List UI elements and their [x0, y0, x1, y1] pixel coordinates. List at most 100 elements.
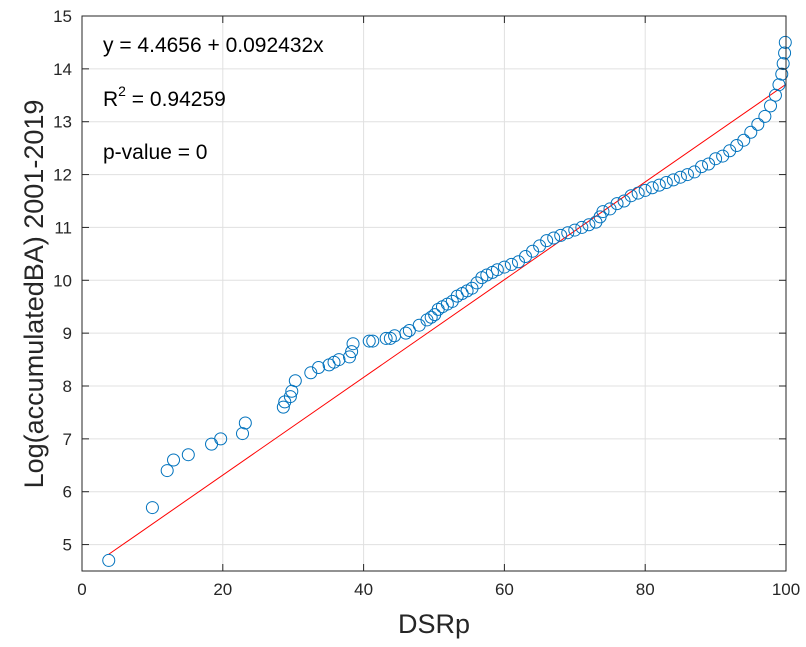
data-point — [399, 326, 413, 340]
data-point — [666, 173, 680, 187]
y-tick-label: 5 — [63, 536, 72, 555]
data-point — [238, 416, 252, 430]
data-point — [751, 117, 765, 131]
data-point — [575, 220, 589, 234]
data-point — [561, 226, 575, 240]
data-point — [332, 353, 346, 367]
data-point — [568, 223, 582, 237]
data-point — [778, 46, 792, 60]
data-point — [778, 35, 792, 49]
data-point — [511, 255, 525, 269]
data-points — [102, 35, 792, 567]
data-point — [379, 331, 393, 345]
data-point — [312, 361, 326, 374]
data-point — [709, 152, 723, 166]
data-point — [638, 183, 652, 197]
y-tick-label: 9 — [63, 324, 72, 343]
data-point — [214, 432, 228, 446]
data-point — [526, 244, 540, 258]
r-squared-value: = 0.94259 — [126, 88, 226, 111]
data-point — [445, 294, 459, 308]
data-point — [744, 125, 758, 139]
y-tick-label: 8 — [63, 377, 72, 396]
data-point — [776, 57, 790, 71]
data-point — [490, 263, 504, 277]
data-point — [533, 239, 547, 253]
x-tick-label: 40 — [354, 580, 373, 599]
data-point — [402, 324, 416, 337]
fit-line-layer — [108, 83, 787, 555]
x-tick-label: 0 — [77, 580, 86, 599]
data-point — [547, 231, 561, 245]
x-tick-label: 80 — [636, 580, 655, 599]
data-point — [540, 234, 554, 248]
y-tick-label: 11 — [54, 218, 72, 237]
data-point — [737, 133, 751, 147]
data-point — [716, 149, 730, 163]
data-point — [652, 178, 666, 192]
data-point — [167, 453, 181, 467]
y-tick-label: 10 — [53, 271, 72, 290]
y-tick-label: 7 — [63, 430, 72, 449]
data-point — [645, 181, 659, 195]
y-tick-label: 6 — [63, 483, 72, 502]
data-point — [695, 160, 709, 174]
data-point — [775, 67, 789, 81]
data-point — [497, 260, 511, 274]
y-tick-label: 12 — [53, 166, 72, 185]
data-point — [631, 186, 645, 200]
data-point — [772, 78, 786, 92]
x-axis-label: DSRp — [398, 609, 470, 639]
data-point — [730, 139, 744, 152]
y-axis-label: Log(accumulatedBA) 2001-2019 — [19, 100, 49, 489]
data-point — [659, 176, 673, 189]
p-value: p-value = 0 — [103, 141, 208, 164]
data-point — [673, 170, 687, 184]
data-point — [504, 257, 518, 271]
ticks: 0 20 40 60 80 100 5 6 7 8 9 10 11 12 13 14 15 — [53, 7, 800, 599]
data-point — [465, 281, 479, 295]
data-point — [470, 276, 484, 290]
data-point — [145, 501, 159, 515]
data-point — [276, 400, 290, 414]
y-tick-label: 15 — [53, 7, 72, 26]
data-point — [160, 464, 174, 478]
data-point — [288, 374, 302, 388]
data-point — [687, 165, 701, 179]
y-tick-label: 13 — [53, 113, 72, 132]
data-point — [181, 448, 195, 462]
data-point — [283, 390, 297, 404]
data-point — [554, 228, 568, 242]
plot-area — [82, 16, 786, 571]
data-point — [596, 205, 610, 219]
fit-equation: y = 4.4656 + 0.092432x — [103, 34, 324, 57]
x-tick-label: 100 — [772, 580, 800, 599]
y-tick-label: 14 — [53, 60, 72, 79]
data-point — [582, 218, 596, 232]
data-point — [362, 334, 376, 348]
data-point — [723, 144, 737, 158]
x-tick-label: 20 — [213, 580, 232, 599]
r-squared-prefix: R — [103, 88, 118, 111]
r-squared: R2 = 0.94259 — [103, 83, 226, 111]
data-point — [480, 268, 494, 282]
x-tick-label: 60 — [495, 580, 514, 599]
data-point — [383, 331, 397, 345]
data-point — [680, 168, 694, 182]
fit-line — [108, 83, 787, 555]
plot-frame — [81, 15, 787, 572]
data-point — [702, 157, 716, 171]
data-point — [236, 427, 250, 441]
data-point — [102, 553, 116, 567]
data-point — [519, 250, 533, 263]
data-point — [617, 194, 631, 208]
data-point — [345, 345, 359, 359]
data-point — [346, 337, 360, 351]
data-point — [764, 99, 778, 113]
data-point — [610, 197, 624, 211]
data-point — [343, 350, 357, 364]
data-point — [424, 310, 438, 324]
data-point — [366, 334, 380, 348]
r-squared-exponent: 2 — [118, 83, 126, 99]
